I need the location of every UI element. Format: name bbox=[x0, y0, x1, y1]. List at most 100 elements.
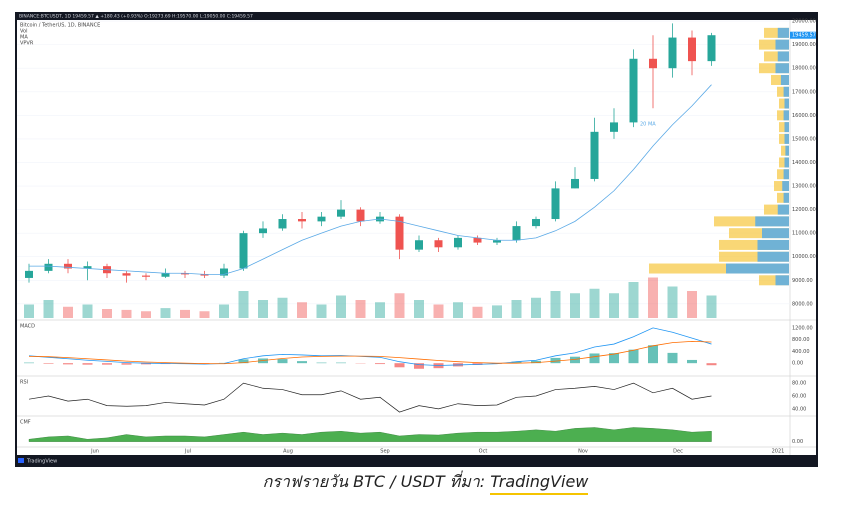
volume-bar bbox=[355, 300, 366, 318]
volume-bar bbox=[550, 291, 561, 318]
macd-hist bbox=[667, 352, 678, 364]
macd-hist bbox=[570, 356, 580, 364]
candle-body bbox=[551, 188, 560, 220]
price-label: 19459.57 bbox=[792, 33, 816, 39]
volume-bar bbox=[102, 309, 112, 318]
caption-text: กราฟรายวัน BTC / USDT ที่มา: bbox=[262, 472, 486, 491]
vpvr-bar bbox=[782, 181, 789, 192]
vpvr-bar bbox=[784, 122, 789, 133]
macd-hist bbox=[121, 363, 132, 365]
x-tick-label: Nov bbox=[578, 449, 588, 455]
macd-hist bbox=[238, 359, 249, 364]
volume-bar bbox=[24, 304, 34, 318]
x-tick-label: Jul bbox=[184, 449, 191, 455]
vpvr-bar bbox=[784, 133, 789, 144]
vpvr-bar bbox=[771, 74, 789, 85]
vpvr-bar bbox=[777, 192, 789, 203]
candle-body bbox=[610, 122, 618, 132]
y-tick-label: 0.00 bbox=[792, 439, 803, 445]
macd-hist bbox=[277, 359, 288, 364]
y-tick-label: 16000.00 bbox=[792, 113, 816, 119]
vpvr-bar bbox=[757, 239, 789, 250]
volume-bar bbox=[199, 311, 210, 318]
candle-body bbox=[473, 237, 482, 243]
vpvr-bar bbox=[759, 39, 789, 50]
legend: MA bbox=[20, 35, 28, 41]
volume-bar bbox=[63, 306, 73, 318]
macd-hist bbox=[589, 353, 600, 364]
volume-bar bbox=[570, 293, 580, 318]
candle-body bbox=[649, 58, 657, 69]
chart: BINANCE:BTCUSDT, 1D 19459.57 ▲ +180.43 (… bbox=[15, 12, 818, 467]
y-tick-label: 12000.00 bbox=[792, 207, 816, 213]
volume-bar bbox=[667, 286, 678, 318]
macd-hist bbox=[511, 361, 522, 364]
vpvr-bar bbox=[714, 216, 789, 227]
vpvr-bar bbox=[762, 228, 789, 239]
vpvr-bar bbox=[783, 110, 789, 121]
y-tick-label: 0.00 bbox=[792, 361, 803, 367]
macd-hist bbox=[82, 363, 93, 365]
macd-hist bbox=[141, 363, 151, 365]
vpvr-bar bbox=[781, 145, 789, 156]
vpvr-bar bbox=[729, 228, 789, 239]
volume-bar bbox=[43, 300, 54, 318]
vpvr-bar bbox=[764, 27, 789, 38]
vpvr-bar bbox=[774, 181, 789, 192]
volume-bar bbox=[414, 300, 424, 318]
volume-bar bbox=[648, 277, 658, 318]
logo-icon bbox=[18, 458, 24, 463]
y-tick-label: 20000.00 bbox=[792, 19, 816, 25]
candle-body bbox=[395, 216, 404, 250]
price-box bbox=[790, 31, 816, 39]
vpvr-bar bbox=[777, 169, 789, 180]
macd-hist bbox=[394, 363, 405, 368]
y-tick-label: 40.00 bbox=[792, 406, 806, 412]
signal-line bbox=[28, 341, 712, 365]
candle-body bbox=[707, 35, 716, 62]
x-tick-label: Sep bbox=[380, 449, 389, 455]
brand: TradingView bbox=[26, 459, 57, 465]
volume-bar bbox=[375, 302, 385, 318]
legend: Vol bbox=[20, 29, 27, 35]
macd-hist bbox=[63, 363, 73, 365]
vpvr-bar bbox=[777, 51, 789, 62]
y-tick-label: 9000.00 bbox=[792, 278, 813, 284]
vpvr-bar bbox=[777, 27, 789, 38]
volume-bar bbox=[453, 302, 463, 318]
candle-body bbox=[356, 209, 365, 222]
y-tick-label: 15000.00 bbox=[792, 136, 816, 142]
volume-bar bbox=[589, 288, 600, 318]
vpvr-bar bbox=[779, 157, 789, 168]
vpvr-bar bbox=[775, 39, 789, 50]
candle-body bbox=[25, 270, 33, 278]
candle-body bbox=[64, 263, 72, 269]
vpvr-bar bbox=[649, 263, 789, 274]
volume-bar bbox=[394, 293, 405, 318]
header: BINANCE:BTCUSDT, 1D 19459.57 ▲ +180.43 (… bbox=[19, 14, 253, 20]
y-tick-label: 19000.00 bbox=[792, 42, 816, 48]
candle-body bbox=[668, 37, 677, 69]
x-tick-label: Jun bbox=[90, 449, 99, 455]
vpvr-bar bbox=[780, 74, 789, 85]
rsi-line bbox=[28, 382, 712, 413]
y-tick-label: 17000.00 bbox=[792, 89, 816, 95]
ma-label: 20 MA bbox=[640, 122, 656, 128]
caption-source: TradingView bbox=[490, 472, 589, 495]
y-tick-label: 13000.00 bbox=[792, 184, 816, 190]
volume-bar bbox=[492, 305, 502, 318]
y-tick-label: 60.00 bbox=[792, 394, 806, 400]
volume-bar bbox=[121, 309, 132, 318]
vpvr-bar bbox=[755, 216, 789, 227]
candle-body bbox=[239, 233, 248, 269]
y-tick-label: 800.00 bbox=[792, 337, 810, 343]
volume-bar bbox=[433, 304, 444, 318]
vpvr-bar bbox=[775, 275, 789, 286]
volume-bar bbox=[628, 282, 639, 318]
vpvr-bar bbox=[759, 63, 789, 74]
candle-body bbox=[220, 268, 228, 276]
y-tick-label: 14000.00 bbox=[792, 160, 816, 166]
macd-hist bbox=[316, 362, 327, 364]
vpvr-bar bbox=[757, 251, 789, 262]
